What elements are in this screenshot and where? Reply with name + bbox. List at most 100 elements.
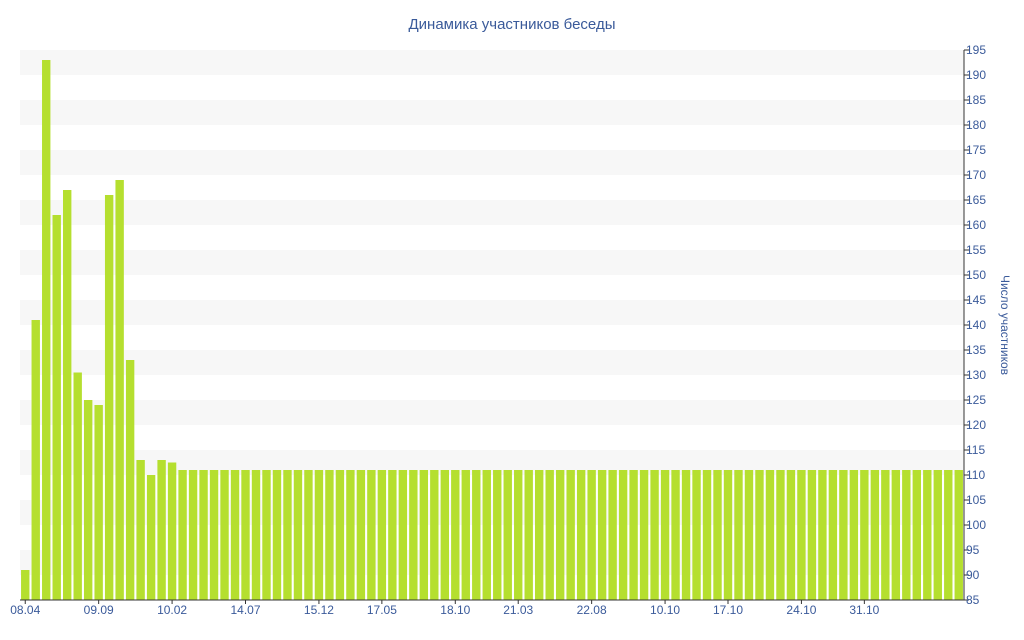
bar[interactable] xyxy=(314,470,324,600)
bar[interactable] xyxy=(786,470,796,600)
bar[interactable] xyxy=(283,470,292,600)
bar[interactable] xyxy=(639,470,649,600)
bar[interactable] xyxy=(167,462,177,601)
bar[interactable] xyxy=(94,405,103,600)
bar[interactable] xyxy=(587,470,596,600)
bar[interactable] xyxy=(52,215,61,600)
bar[interactable] xyxy=(514,470,523,600)
bar[interactable] xyxy=(136,460,145,600)
bar[interactable] xyxy=(63,190,72,600)
bar[interactable] xyxy=(451,470,460,600)
bar[interactable] xyxy=(83,400,93,600)
bar[interactable] xyxy=(335,470,345,600)
bar[interactable] xyxy=(954,470,963,600)
bar[interactable] xyxy=(870,470,880,600)
bar[interactable] xyxy=(723,470,733,600)
y-tick-label: 90 xyxy=(966,568,980,582)
bar[interactable] xyxy=(797,470,806,600)
y-tick-label: 105 xyxy=(966,493,986,507)
bar[interactable] xyxy=(42,60,51,600)
bar[interactable] xyxy=(398,470,408,600)
bar[interactable] xyxy=(230,470,240,600)
bar[interactable] xyxy=(472,470,481,600)
bar[interactable] xyxy=(272,470,282,600)
bar[interactable] xyxy=(73,372,82,601)
bar[interactable] xyxy=(409,470,418,600)
bar[interactable] xyxy=(692,470,701,600)
bar[interactable] xyxy=(713,470,722,600)
bar[interactable] xyxy=(702,470,712,600)
bar[interactable] xyxy=(629,470,638,600)
bar[interactable] xyxy=(367,470,376,600)
bar[interactable] xyxy=(440,470,449,600)
bar[interactable] xyxy=(493,470,502,600)
bar[interactable] xyxy=(157,460,166,600)
bar[interactable] xyxy=(566,470,575,600)
bar[interactable] xyxy=(31,320,40,600)
bar[interactable] xyxy=(545,470,554,600)
x-tick-label: 31.10 xyxy=(849,603,879,617)
bar[interactable] xyxy=(482,470,491,600)
bar[interactable] xyxy=(325,470,334,600)
bar[interactable] xyxy=(828,470,838,600)
bar[interactable] xyxy=(650,470,659,600)
bar[interactable] xyxy=(199,470,208,600)
bar[interactable] xyxy=(356,470,366,600)
bar[interactable] xyxy=(944,470,953,600)
bar[interactable] xyxy=(734,470,743,600)
bar[interactable] xyxy=(377,470,387,600)
bar[interactable] xyxy=(912,470,921,600)
bar[interactable] xyxy=(535,470,544,600)
y-tick-label: 160 xyxy=(966,218,986,232)
bar[interactable] xyxy=(146,475,156,600)
y-tick-label: 85 xyxy=(966,593,980,607)
bar[interactable] xyxy=(209,470,219,600)
bar[interactable] xyxy=(346,470,355,600)
bar[interactable] xyxy=(608,470,617,600)
bar[interactable] xyxy=(681,470,691,600)
bar[interactable] xyxy=(21,570,30,600)
bar[interactable] xyxy=(524,470,533,600)
x-tick-label: 14.07 xyxy=(230,603,260,617)
bar[interactable] xyxy=(388,470,397,600)
bar[interactable] xyxy=(220,470,229,600)
bar[interactable] xyxy=(597,470,607,600)
bar[interactable] xyxy=(818,470,827,600)
bar[interactable] xyxy=(765,470,775,600)
bar[interactable] xyxy=(755,470,764,600)
bar[interactable] xyxy=(618,470,628,600)
bar[interactable] xyxy=(125,360,135,600)
grid-band xyxy=(20,300,964,325)
bar[interactable] xyxy=(860,470,869,600)
bar[interactable] xyxy=(419,470,429,600)
bar[interactable] xyxy=(104,195,114,600)
y-axis: 85 90 95 100 105 110 115 120 125 130 135 140 145 150 1… xyxy=(963,43,986,607)
bar[interactable] xyxy=(849,470,859,600)
bar[interactable] xyxy=(881,470,890,600)
bar[interactable] xyxy=(115,180,124,600)
bar[interactable] xyxy=(933,470,942,600)
bar[interactable] xyxy=(576,470,586,600)
bar[interactable] xyxy=(839,470,848,600)
bar[interactable] xyxy=(503,470,512,600)
bar[interactable] xyxy=(744,470,754,600)
bar[interactable] xyxy=(807,470,817,600)
bar[interactable] xyxy=(293,470,303,600)
bar[interactable] xyxy=(241,470,250,600)
bar[interactable] xyxy=(251,470,261,600)
bar[interactable] xyxy=(178,470,187,600)
bar[interactable] xyxy=(262,470,271,600)
bar[interactable] xyxy=(461,470,470,600)
bar[interactable] xyxy=(923,470,932,600)
x-tick-label: 17.10 xyxy=(713,603,743,617)
bar[interactable] xyxy=(430,470,439,600)
bar[interactable] xyxy=(891,470,901,600)
grid-band xyxy=(20,500,964,525)
bar[interactable] xyxy=(902,470,911,600)
bar[interactable] xyxy=(776,470,785,600)
bar[interactable] xyxy=(304,470,313,600)
bar[interactable] xyxy=(188,470,198,600)
bar[interactable] xyxy=(555,470,565,600)
bar[interactable] xyxy=(660,470,670,600)
bar[interactable] xyxy=(671,470,680,600)
